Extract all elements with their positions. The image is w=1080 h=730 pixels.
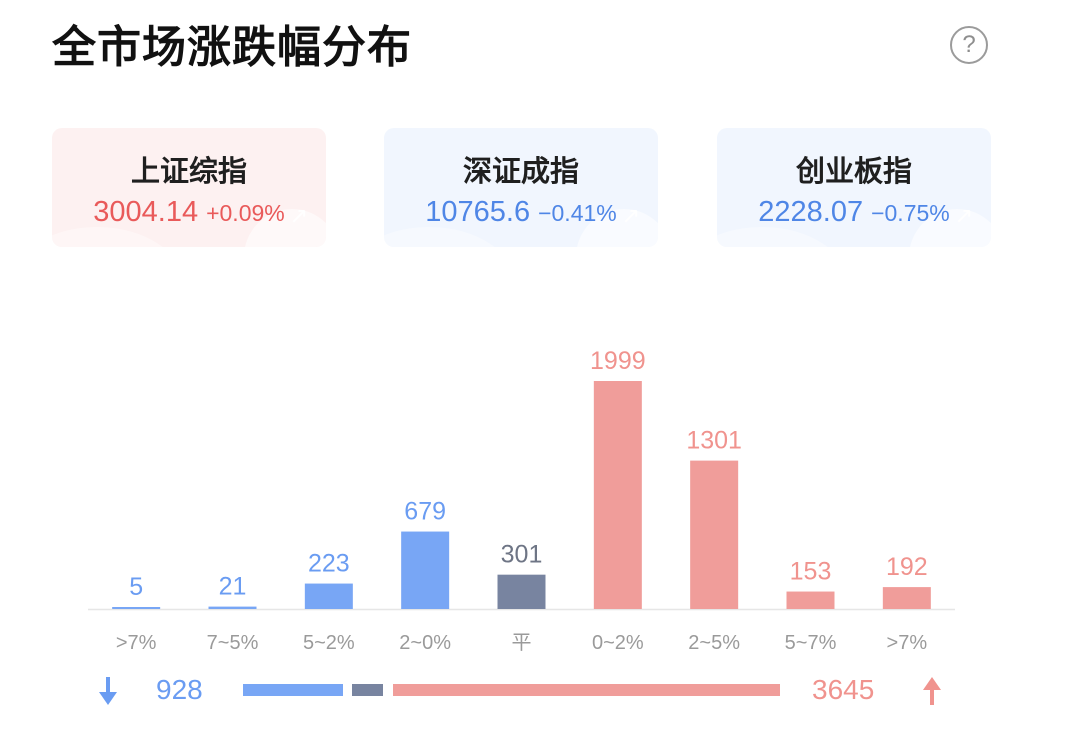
bar-value-label: 679 — [404, 498, 446, 526]
flat-ratio-bar — [352, 684, 383, 696]
bar-4 — [497, 574, 546, 609]
index-card-shanghai[interactable]: 上证综指 3004.14 +0.09% ↗ — [52, 128, 326, 247]
bar-value-label: 223 — [308, 550, 350, 578]
index-name: 创业板指 — [795, 154, 912, 188]
bar-8 — [882, 587, 931, 609]
trend-arrow-icon: ↗ — [289, 204, 308, 229]
index-name: 深证成指 — [462, 154, 579, 188]
page-title: 全市场涨跌幅分布 — [52, 22, 412, 73]
index-card-shenzhen[interactable]: 深证成指 10765.6 −0.41% ↗ — [384, 128, 658, 247]
bar-3 — [401, 531, 450, 609]
down-count: 928 — [156, 674, 203, 705]
index-price: 2228.07 — [758, 196, 864, 228]
category-label: >7% — [116, 632, 157, 654]
bar-value-label: 1301 — [686, 427, 742, 455]
bar-value-label: 21 — [219, 573, 247, 601]
index-price: 3004.14 — [93, 196, 199, 228]
category-label: >7% — [887, 632, 928, 654]
index-quote: 2228.07 −0.75% — [717, 196, 991, 229]
bar-value-label: 5 — [129, 573, 143, 601]
category-label: 平 — [512, 632, 532, 654]
index-card-chinext[interactable]: 创业板指 2228.07 −0.75% ↗ — [717, 128, 991, 247]
index-name: 上证综指 — [130, 154, 247, 188]
bar-6 — [690, 460, 739, 609]
card-decoration — [717, 227, 847, 247]
trend-arrow-icon: ↗ — [954, 204, 973, 229]
bar-value-label: 153 — [790, 558, 832, 586]
arrow-down-icon — [99, 677, 117, 705]
distribution-bar-chart: 5 >7% 21 7~5% 223 5~2% 679 2~0% 301 平 1999 0~2% 1301… — [88, 347, 955, 654]
bar-0 — [112, 607, 161, 609]
arrow-up-icon — [923, 677, 941, 705]
card-decoration — [52, 227, 182, 247]
card-decoration — [384, 227, 514, 247]
bar-2 — [304, 583, 353, 609]
bar-5 — [593, 381, 642, 609]
question-circle-icon[interactable]: ? — [950, 26, 988, 64]
index-quote: 10765.6 −0.41% — [384, 196, 658, 229]
trend-arrow-icon: ↗ — [621, 204, 640, 229]
index-change: −0.75% — [871, 200, 950, 226]
bar-value-label: 301 — [501, 541, 543, 569]
category-label: 5~7% — [785, 632, 837, 654]
category-label: 2~5% — [688, 632, 740, 654]
down-ratio-bar — [243, 684, 343, 696]
category-label: 0~2% — [592, 632, 644, 654]
up-ratio-bar — [393, 684, 780, 696]
bar-value-label: 192 — [886, 553, 928, 581]
category-label: 5~2% — [303, 632, 355, 654]
category-label: 7~5% — [207, 632, 259, 654]
category-label: 2~0% — [399, 632, 451, 654]
index-price: 10765.6 — [425, 196, 531, 228]
bar-1 — [208, 606, 257, 609]
index-change: +0.09% — [206, 200, 285, 226]
bar-7 — [786, 591, 835, 609]
up-count: 3645 — [812, 674, 875, 705]
bar-value-label: 1999 — [590, 347, 646, 375]
index-change: −0.41% — [538, 200, 617, 226]
index-quote: 3004.14 +0.09% — [52, 196, 326, 229]
